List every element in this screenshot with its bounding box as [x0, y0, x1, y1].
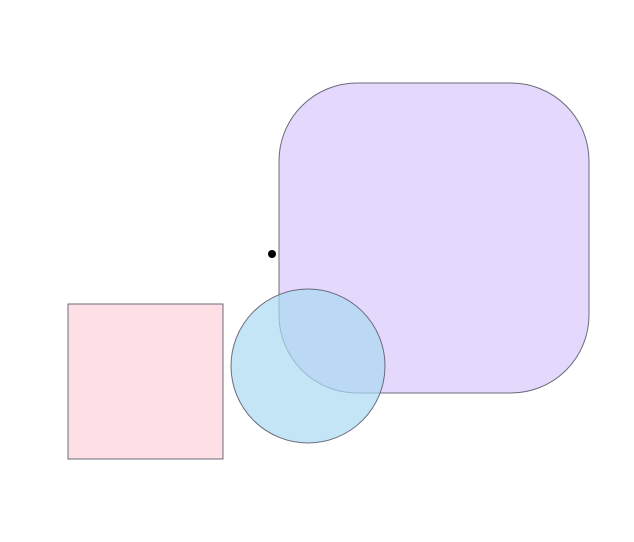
black-dot	[268, 250, 276, 258]
blue-circle	[230, 288, 386, 444]
pink-square	[67, 303, 224, 460]
